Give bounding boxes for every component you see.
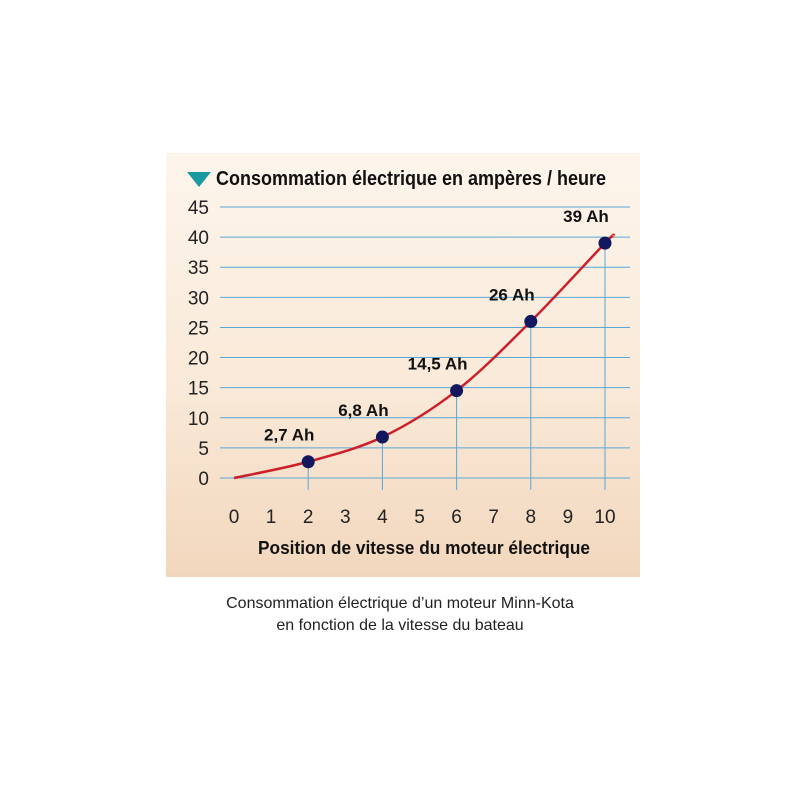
x-axis-title: Position de vitesse du moteur électrique: [258, 538, 590, 558]
x-tick-label: 10: [594, 507, 615, 528]
y-tick-label: 45: [188, 198, 209, 219]
y-tick-label: 40: [188, 228, 209, 249]
x-tick-label: 7: [488, 507, 499, 528]
data-label: 39 Ah: [563, 207, 609, 226]
data-label: 6,8 Ah: [338, 401, 388, 420]
caption-line-2: en fonction de la vitesse du bateau: [276, 617, 524, 634]
x-tick-label: 2: [303, 507, 314, 528]
data-label: 26 Ah: [489, 285, 535, 304]
chart-background: [166, 153, 640, 577]
x-tick-label: 5: [414, 507, 425, 528]
figure-caption: Consommation électrique d’un moteur Minn…: [150, 593, 650, 637]
x-tick-label: 8: [526, 507, 537, 528]
y-tick-label: 20: [188, 349, 209, 370]
data-point: [598, 236, 612, 250]
y-tick-label: 30: [188, 288, 209, 309]
x-tick-label: 6: [451, 507, 462, 528]
x-tick-label: 3: [340, 507, 351, 528]
y-tick-label: 5: [198, 439, 209, 460]
y-tick-label: 0: [198, 469, 209, 490]
caption-line-1: Consommation électrique d’un moteur Minn…: [226, 595, 574, 612]
data-point: [524, 314, 538, 328]
y-tick-label: 35: [188, 258, 209, 279]
y-tick-label: 25: [188, 318, 209, 339]
x-tick-label: 0: [229, 507, 240, 528]
chart-title: Consommation électrique en ampères / heu…: [216, 168, 606, 190]
x-tick-label: 9: [563, 507, 574, 528]
y-tick-label: 15: [188, 379, 209, 400]
data-point: [301, 455, 315, 469]
data-point: [450, 384, 464, 398]
x-tick-label: 4: [377, 507, 388, 528]
data-point: [375, 430, 389, 444]
data-label: 14,5 Ah: [408, 355, 468, 374]
data-label: 2,7 Ah: [264, 426, 314, 445]
title-marker-icon: [187, 172, 211, 187]
x-tick-label: 1: [266, 507, 277, 528]
y-tick-label: 10: [188, 409, 209, 430]
